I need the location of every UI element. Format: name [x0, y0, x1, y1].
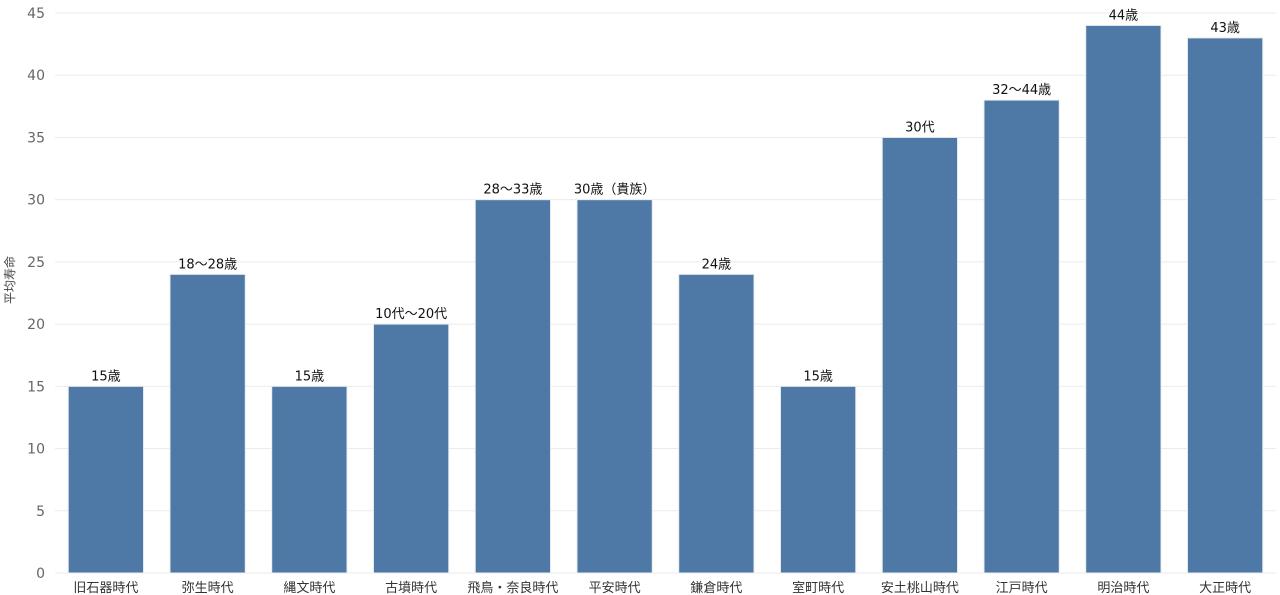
category-label: 平安時代: [589, 581, 641, 595]
y-tick-label: 20: [27, 317, 45, 333]
category-label: 明治時代: [1097, 581, 1149, 595]
data-label: 15歳: [803, 369, 833, 384]
category-label: 安土桃山時代: [881, 581, 959, 595]
y-axis-ticks: 0 5 10 15 20 25 30 35 40 45: [27, 6, 45, 582]
y-tick-label: 40: [27, 68, 45, 84]
data-label: 28〜33歳: [483, 183, 542, 198]
bar-7[interactable]: [779, 385, 857, 574]
category-label: 室町時代: [792, 580, 844, 595]
data-label: 32〜44歳: [992, 83, 1051, 98]
category-label: 江戸時代: [996, 581, 1048, 595]
bar-5[interactable]: [576, 199, 653, 574]
bar-3[interactable]: [372, 323, 450, 574]
category-label: 弥生時代: [182, 580, 234, 595]
bar-2[interactable]: [271, 385, 348, 574]
bar-6[interactable]: [678, 273, 755, 574]
data-label: 10代〜20代: [375, 307, 447, 322]
bar-10[interactable]: [1085, 24, 1162, 574]
data-label: 24歳: [702, 257, 732, 272]
y-axis-title: 平均寿命: [2, 256, 17, 304]
data-label: 43歳: [1210, 21, 1240, 36]
category-label: 大正時代: [1199, 581, 1251, 595]
bar-9[interactable]: [983, 99, 1060, 574]
y-tick-label: 25: [27, 255, 45, 271]
category-label: 古墳時代: [385, 581, 437, 595]
data-labels: 15歳 18〜28歳 15歳 10代〜20代 28〜33歳 30歳（貴族） 24歳 15歳 30…: [91, 8, 1240, 384]
bar-8[interactable]: [881, 136, 959, 574]
data-label: 30歳（貴族）: [574, 182, 656, 198]
data-label: 18〜28歳: [178, 257, 237, 272]
bar-0[interactable]: [67, 385, 145, 574]
gridlines: [55, 12, 1276, 574]
bars: [67, 24, 1264, 574]
bar-1[interactable]: [169, 273, 246, 574]
category-label: 旧石器時代: [73, 581, 138, 595]
y-tick-label: 35: [27, 130, 45, 146]
category-label: 飛鳥・奈良時代: [467, 580, 558, 595]
y-tick-label: 0: [36, 566, 45, 582]
x-axis-categories: 旧石器時代 弥生時代 縄文時代 古墳時代 飛鳥・奈良時代 平安時代 鎌倉時代 室町時代 安土桃山…: [73, 580, 1251, 595]
data-label: 30代: [905, 120, 935, 135]
data-label: 15歳: [91, 369, 121, 384]
y-tick-label: 5: [36, 504, 45, 520]
y-tick-label: 30: [27, 193, 45, 209]
y-tick-label: 15: [27, 379, 45, 395]
data-label: 15歳: [295, 369, 325, 384]
y-tick-label: 10: [27, 442, 45, 458]
bar-4[interactable]: [474, 199, 552, 574]
bar-11[interactable]: [1186, 37, 1264, 574]
data-label: 44歳: [1109, 8, 1139, 23]
category-label: 縄文時代: [283, 581, 335, 595]
y-tick-label: 45: [27, 6, 45, 22]
category-label: 鎌倉時代: [690, 581, 742, 595]
